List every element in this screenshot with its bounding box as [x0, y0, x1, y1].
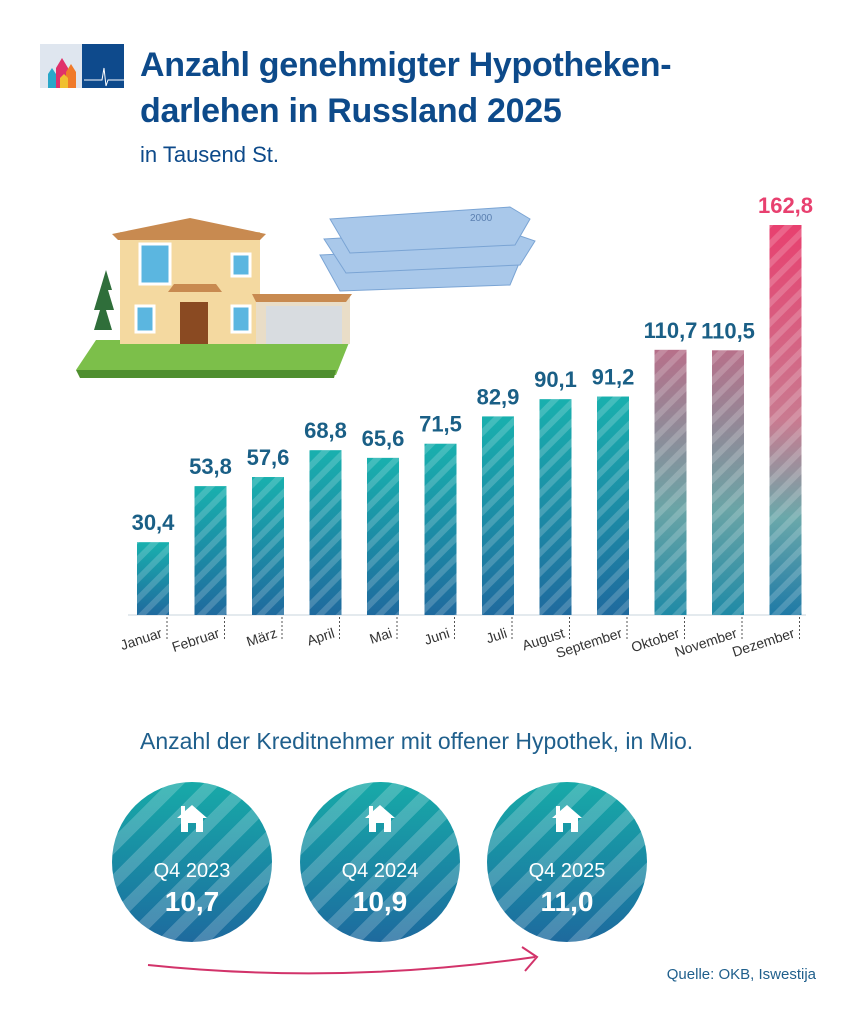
x-tick-label: November	[673, 625, 740, 660]
data-label: 110,7	[644, 318, 698, 343]
x-tick-label: Juli	[484, 625, 509, 647]
data-label: 53,8	[189, 454, 232, 479]
bar-stripes	[712, 350, 744, 615]
x-tick-label: Dezember	[730, 625, 797, 660]
data-label: 91,2	[592, 365, 635, 390]
growth-arrow	[147, 946, 539, 975]
house-icon	[365, 805, 395, 832]
x-tick-label: Januar	[118, 625, 164, 654]
data-label: 65,6	[362, 426, 405, 451]
banknotes-illustration: 2000	[319, 206, 536, 292]
circle-value: 10,9	[352, 886, 408, 917]
svg-text:2000: 2000	[470, 213, 493, 224]
data-label: 68,8	[304, 418, 347, 443]
data-label: 57,6	[247, 445, 290, 470]
bar-stripes	[137, 542, 169, 615]
bar-stripes	[424, 443, 457, 615]
bar-stripes	[252, 477, 284, 615]
data-label: 82,9	[477, 384, 520, 409]
logo-icon	[40, 44, 124, 88]
circle-value: 11,0	[540, 886, 594, 917]
data-label: 71,5	[419, 412, 462, 437]
bar-stripes	[367, 457, 399, 615]
x-tick-label: Mai	[368, 625, 394, 647]
x-tick-label: September	[554, 625, 624, 661]
bar-stripes	[309, 450, 342, 615]
circle-label: Q4 2023	[153, 860, 231, 882]
bar-stripes	[769, 225, 802, 615]
circle-value: 10,7	[164, 886, 220, 917]
bar-stripes	[194, 486, 227, 615]
data-label: 90,1	[534, 367, 577, 392]
circle-label: Q4 2025	[528, 860, 606, 882]
section2-heading: Anzahl der Kreditnehmer mit offener Hypo…	[140, 728, 694, 754]
x-tick-label: April	[305, 625, 337, 649]
bar-chart: 30,4 Januar 53,8 Februar 57,6 März 68,8 April 65…	[118, 193, 813, 661]
bar-stripes	[539, 399, 572, 615]
x-tick-label: Juni	[422, 625, 451, 648]
source-note: Quelle: OKB, Iswestija	[666, 966, 816, 983]
chart-title: Anzahl genehmigter Hypotheken- darlehen …	[140, 42, 672, 134]
house-icon	[552, 805, 582, 832]
bar-stripes	[597, 396, 629, 615]
title-line-2: darlehen in Russland 2025	[140, 92, 562, 130]
data-label: 30,4	[132, 510, 176, 535]
x-tick-label: März	[244, 625, 279, 650]
borrowers-circle-q4-2024: Q4 2024 10,9	[300, 782, 460, 942]
data-label: 162,8	[758, 193, 813, 218]
house-illustration	[76, 218, 352, 378]
circle-label: Q4 2024	[341, 860, 419, 882]
borrowers-circle-q4-2025: Q4 2025 11,0	[487, 782, 647, 942]
house-icon	[177, 805, 207, 832]
chart-subtitle: in Tausend St.	[140, 142, 280, 167]
x-tick-label: Februar	[170, 625, 222, 655]
bar-stripes	[482, 416, 514, 615]
data-label: 110,5	[701, 318, 755, 343]
title-line-1: Anzahl genehmigter Hypotheken-	[140, 46, 672, 84]
borrowers-circle-q4-2023: Q4 2023 10,7	[112, 782, 272, 942]
bar-stripes	[654, 349, 687, 615]
